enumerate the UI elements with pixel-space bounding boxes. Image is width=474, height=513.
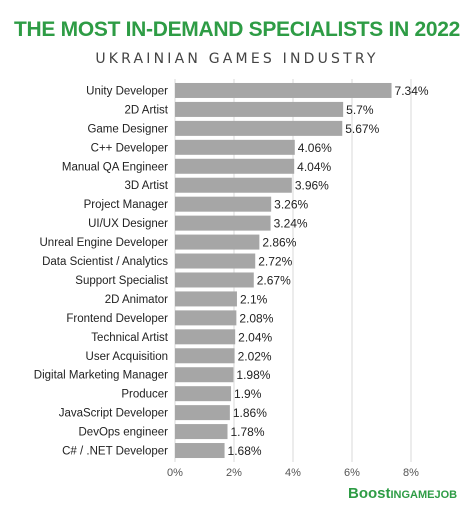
bar <box>175 291 237 307</box>
bar <box>175 424 228 440</box>
category-label: DevOps engineer <box>79 427 169 439</box>
value-label: 1.98% <box>236 368 270 382</box>
bar <box>175 443 225 459</box>
x-tick-label: 8% <box>403 467 419 479</box>
category-label: JavaScript Developer <box>59 408 168 420</box>
bar <box>175 329 236 345</box>
bar <box>175 253 256 269</box>
value-label: 3.96% <box>295 179 329 193</box>
category-label: Technical Artist <box>91 332 169 344</box>
bar <box>175 272 254 288</box>
bar <box>175 177 292 193</box>
bar <box>175 196 272 212</box>
value-label: 5.7% <box>346 103 374 117</box>
category-label: Digital Marketing Manager <box>34 370 168 382</box>
bar <box>175 120 343 136</box>
category-label: Unreal Engine Developer <box>40 237 169 249</box>
value-label: 7.34% <box>395 84 429 98</box>
value-label: 1.68% <box>228 444 262 458</box>
category-label: Game Designer <box>87 123 168 135</box>
category-label: C++ Developer <box>91 142 169 154</box>
value-label: 3.24% <box>274 217 308 231</box>
category-label: 3D Artist <box>125 180 169 192</box>
category-label: User Acquisition <box>86 351 168 363</box>
category-label: Producer <box>121 389 168 401</box>
category-label: Project Manager <box>84 199 169 211</box>
category-label: Manual QA Engineer <box>62 161 168 173</box>
value-label: 2.08% <box>239 311 273 325</box>
x-tick-label: 0% <box>167 467 183 479</box>
chart-title: THE MOST IN-DEMAND SPECIALISTS IN 2022 <box>14 18 460 41</box>
value-label: 2.04% <box>238 330 272 344</box>
bar <box>175 139 295 155</box>
value-label: 2.86% <box>262 236 296 250</box>
bar <box>175 386 232 402</box>
category-label: UI/UX Designer <box>88 218 168 230</box>
value-label: 1.86% <box>233 406 267 420</box>
bar <box>175 101 344 117</box>
value-label: 2.1% <box>240 292 268 306</box>
category-label: 2D Animator <box>105 294 168 306</box>
category-label: 2D Artist <box>125 104 169 116</box>
bar <box>175 158 295 174</box>
value-label: 2.72% <box>258 255 292 269</box>
value-label: 1.9% <box>234 387 262 401</box>
category-label: Support Specialist <box>75 275 168 287</box>
bar <box>175 215 271 231</box>
value-label: 2.67% <box>257 273 291 287</box>
bar <box>175 310 237 326</box>
x-tick-label: 6% <box>344 467 360 479</box>
x-tick-label: 2% <box>226 467 242 479</box>
value-label: 3.26% <box>274 198 308 212</box>
bar <box>175 82 392 98</box>
logo-boost-text: Boost <box>348 485 391 502</box>
bar <box>175 234 260 250</box>
value-label: 4.06% <box>298 141 332 155</box>
category-label: Unity Developer <box>86 85 168 97</box>
x-tick-label: 4% <box>285 467 301 479</box>
value-label: 4.04% <box>297 160 331 174</box>
bar <box>175 405 230 421</box>
brand-logo: BoostINGAMEJOB <box>348 485 457 502</box>
value-label: 1.78% <box>231 425 265 439</box>
value-label: 2.02% <box>238 349 272 363</box>
bar <box>175 367 234 383</box>
category-label: Data Scientist / Analytics <box>42 256 168 268</box>
category-label: C# / .NET Developer <box>62 446 168 458</box>
logo-ingamejob-text: INGAMEJOB <box>390 489 458 501</box>
chart-subtitle: UKRAINIAN GAMES INDUSTRY <box>95 51 379 67</box>
value-label: 5.67% <box>345 122 379 136</box>
category-label: Frontend Developer <box>66 313 168 325</box>
bar <box>175 348 235 364</box>
